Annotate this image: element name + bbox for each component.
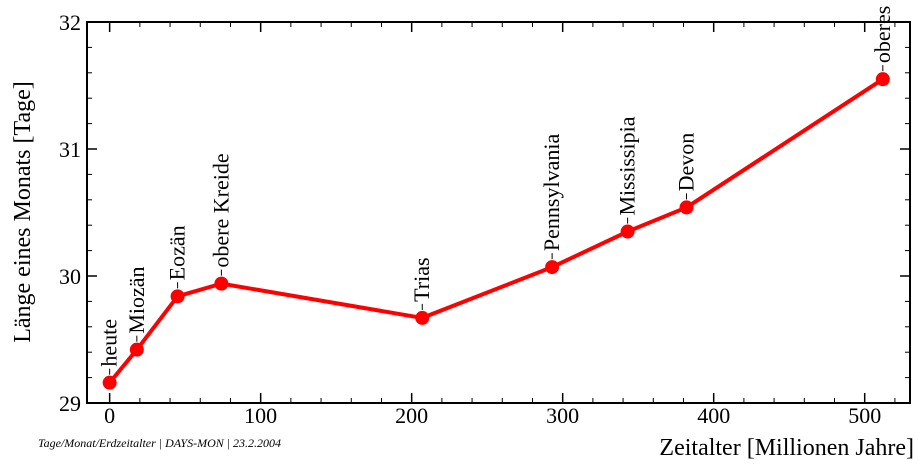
x-tick-label: 0 [104, 403, 115, 428]
x-tick-label: 100 [244, 403, 277, 428]
data-point-label: Trias [409, 257, 434, 301]
x-tick-label: 300 [546, 403, 579, 428]
y-tick-label: 31 [59, 137, 81, 162]
data-point [129, 342, 144, 357]
data-point-label: Pennsylvania [539, 134, 564, 252]
data-point-label: Mississipia [615, 116, 640, 215]
x-tick-label: 500 [848, 403, 881, 428]
data-point [545, 260, 560, 275]
data-point [170, 289, 185, 304]
x-tick-label: 200 [395, 403, 428, 428]
data-point-label: Miozän [124, 266, 149, 333]
data-point-label: obere Kreide [208, 153, 233, 267]
y-tick-label: 32 [59, 10, 81, 35]
data-point [875, 72, 890, 87]
axis-ticks: 0 100 200 300 400 500 29 30 31 32 [59, 10, 910, 428]
data-point [415, 310, 430, 325]
x-axis-title: Zeitalter [Millionen Jahre] [659, 435, 914, 461]
data-point-label: oberes Kambium [870, 0, 895, 63]
data-point [214, 276, 229, 291]
y-tick-label: 29 [59, 391, 81, 416]
plot-frame [86, 21, 911, 404]
data-point [620, 224, 635, 239]
data-point-label: Eozän [165, 225, 190, 280]
y-tick-label: 30 [59, 264, 81, 289]
data-point [679, 200, 694, 215]
x-tick-label: 400 [697, 403, 730, 428]
data-point-label: heute [97, 319, 122, 367]
data-point-label: Devon [674, 133, 699, 192]
footer-note: Tage/Monat/Erdzeitalter | DAYS-MON | 23.… [38, 436, 282, 450]
minor-ticks [87, 22, 910, 403]
data-point [102, 375, 117, 390]
y-axis-title: Länge eines Monats [Tage] [10, 81, 36, 343]
